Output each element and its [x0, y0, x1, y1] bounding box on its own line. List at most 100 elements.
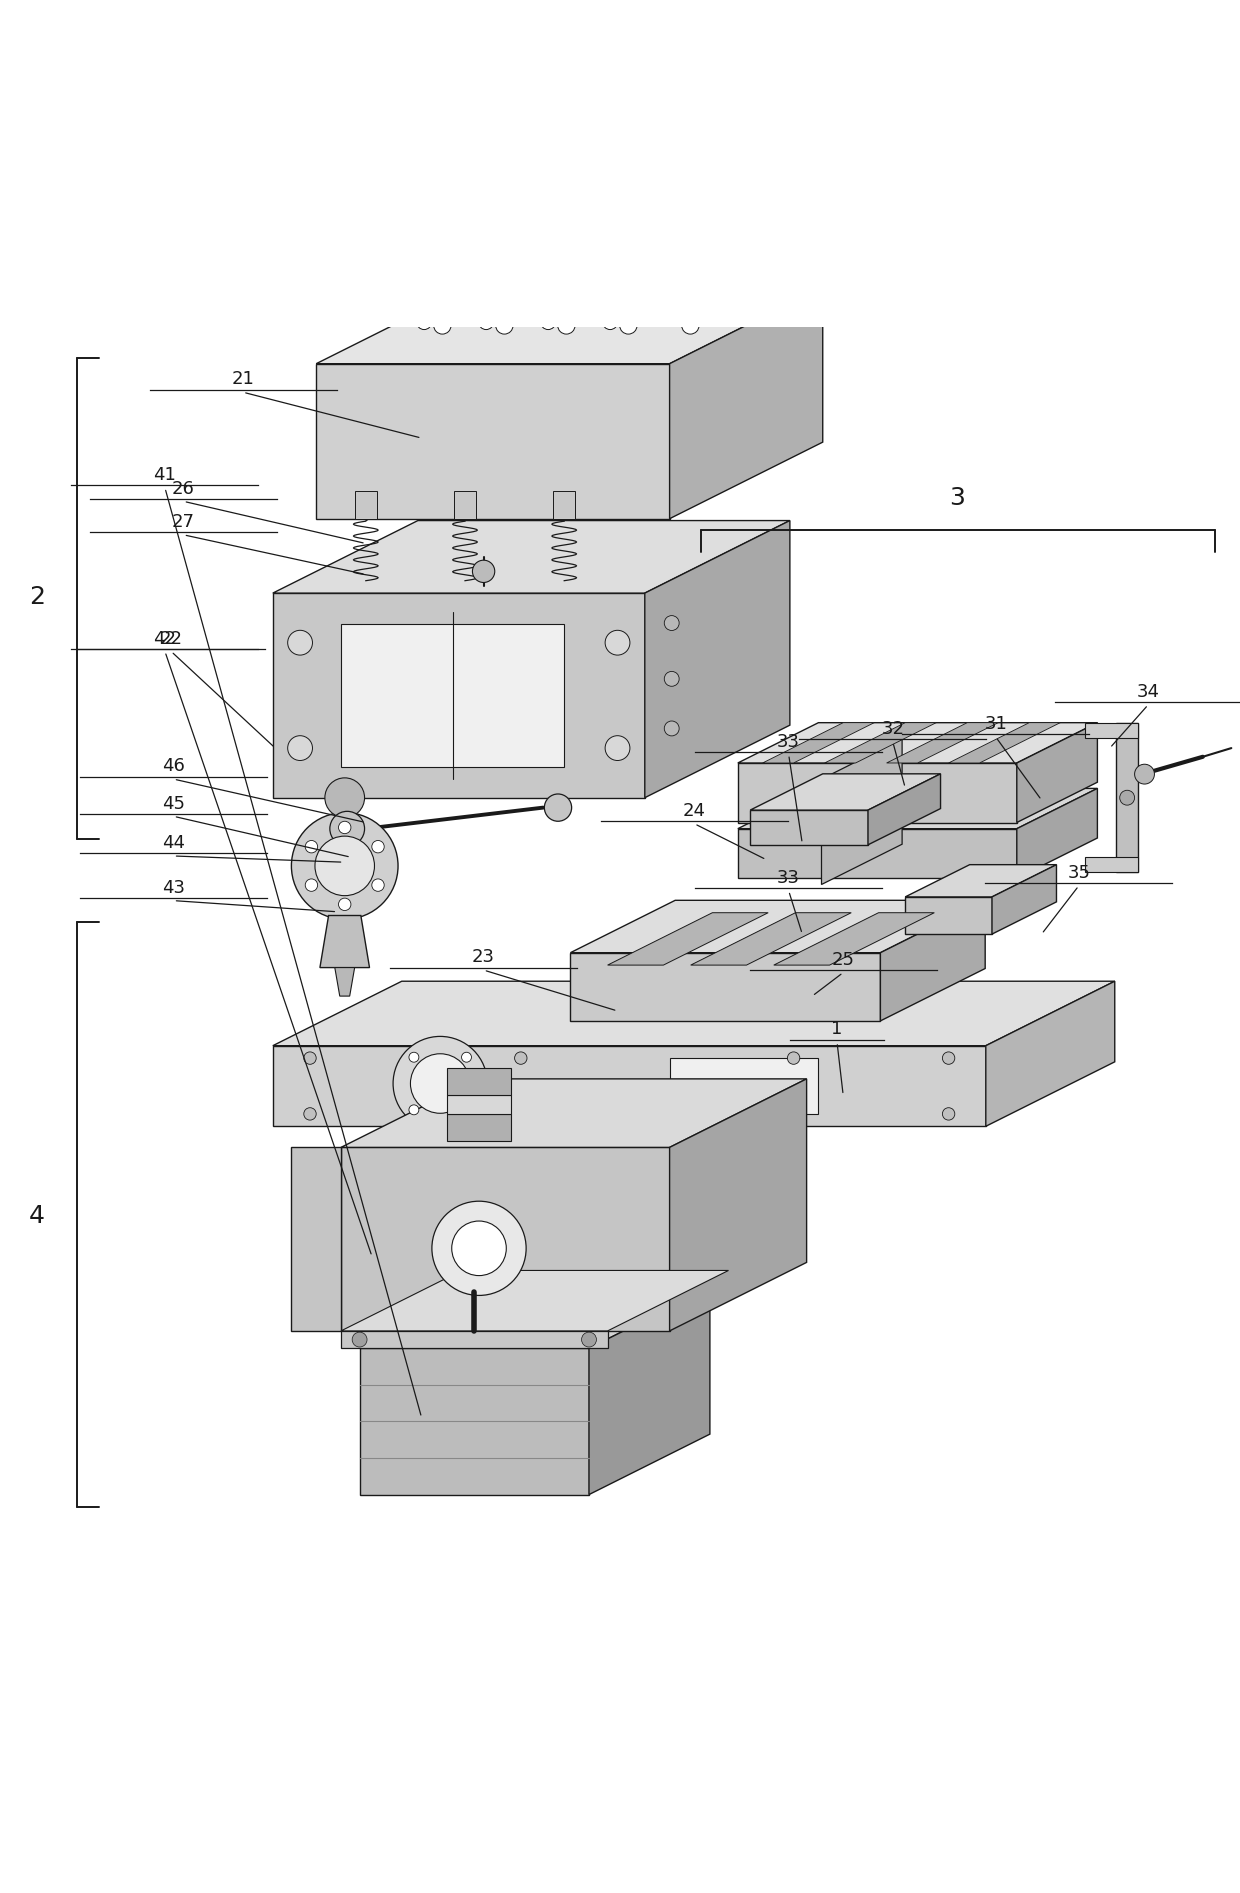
Polygon shape: [454, 492, 476, 519]
Polygon shape: [273, 521, 790, 593]
Circle shape: [544, 793, 572, 822]
Text: 21: 21: [232, 371, 254, 388]
Polygon shape: [750, 774, 940, 810]
Circle shape: [291, 812, 398, 920]
Polygon shape: [355, 492, 377, 519]
Circle shape: [393, 1035, 487, 1130]
Circle shape: [372, 878, 384, 892]
Polygon shape: [949, 723, 1060, 763]
Polygon shape: [905, 897, 992, 933]
Polygon shape: [446, 1068, 511, 1096]
Text: 32: 32: [882, 719, 904, 738]
Circle shape: [558, 316, 575, 333]
Polygon shape: [360, 1287, 709, 1348]
Circle shape: [942, 1107, 955, 1121]
Circle shape: [541, 314, 556, 329]
Polygon shape: [335, 967, 355, 996]
Text: 33: 33: [777, 869, 800, 888]
Circle shape: [479, 314, 494, 329]
Circle shape: [372, 840, 384, 854]
Text: 33: 33: [777, 733, 800, 752]
Polygon shape: [738, 723, 1097, 763]
Polygon shape: [341, 1331, 608, 1348]
Polygon shape: [738, 763, 1017, 822]
Polygon shape: [774, 912, 935, 965]
Circle shape: [605, 630, 630, 655]
Text: 34: 34: [1137, 683, 1159, 700]
Circle shape: [682, 316, 699, 333]
Circle shape: [330, 812, 365, 846]
Polygon shape: [316, 363, 670, 519]
Polygon shape: [570, 952, 880, 1020]
Text: 24: 24: [683, 803, 706, 820]
Polygon shape: [570, 901, 985, 952]
Circle shape: [410, 1054, 470, 1113]
Circle shape: [461, 1053, 471, 1062]
Text: 44: 44: [162, 835, 185, 852]
Circle shape: [352, 1333, 367, 1348]
Polygon shape: [986, 981, 1115, 1126]
Polygon shape: [750, 810, 868, 844]
Text: 22: 22: [160, 630, 182, 647]
Polygon shape: [868, 774, 940, 844]
Polygon shape: [446, 1096, 511, 1113]
Polygon shape: [887, 723, 998, 763]
Polygon shape: [1017, 723, 1097, 822]
Text: 25: 25: [832, 950, 854, 969]
Polygon shape: [905, 865, 1056, 897]
Circle shape: [409, 1053, 419, 1062]
Polygon shape: [589, 1287, 709, 1495]
Polygon shape: [738, 829, 1017, 878]
Circle shape: [582, 1333, 596, 1348]
Polygon shape: [691, 912, 851, 965]
Text: 46: 46: [162, 757, 185, 776]
Polygon shape: [291, 1147, 341, 1331]
Text: 27: 27: [172, 513, 195, 532]
Polygon shape: [670, 1079, 807, 1331]
Text: 42: 42: [154, 630, 176, 647]
Circle shape: [603, 314, 618, 329]
Circle shape: [305, 840, 317, 854]
Text: 3: 3: [950, 487, 965, 509]
Text: 35: 35: [1068, 863, 1090, 882]
Circle shape: [1135, 765, 1154, 784]
Circle shape: [305, 878, 317, 892]
Polygon shape: [320, 916, 370, 967]
Circle shape: [417, 314, 432, 329]
Polygon shape: [341, 1079, 807, 1147]
Polygon shape: [446, 1113, 511, 1141]
Polygon shape: [645, 521, 790, 797]
Polygon shape: [670, 288, 823, 519]
Polygon shape: [341, 625, 564, 767]
Text: 23: 23: [472, 948, 495, 965]
Circle shape: [288, 630, 312, 655]
Polygon shape: [341, 1147, 670, 1331]
Circle shape: [605, 736, 630, 761]
Polygon shape: [1116, 723, 1138, 873]
Circle shape: [461, 1106, 471, 1115]
Polygon shape: [1017, 787, 1097, 878]
Circle shape: [409, 1106, 419, 1115]
Polygon shape: [880, 901, 985, 1020]
Polygon shape: [763, 723, 874, 763]
Polygon shape: [553, 492, 575, 519]
Polygon shape: [1085, 723, 1138, 738]
Polygon shape: [273, 981, 1115, 1045]
Polygon shape: [992, 865, 1056, 933]
Circle shape: [304, 1107, 316, 1121]
Circle shape: [942, 1053, 955, 1064]
Polygon shape: [821, 738, 903, 884]
Circle shape: [1120, 789, 1135, 805]
Circle shape: [432, 1202, 526, 1295]
Circle shape: [787, 1053, 800, 1064]
Text: 31: 31: [985, 716, 1007, 733]
Polygon shape: [608, 912, 769, 965]
Circle shape: [665, 721, 680, 736]
Circle shape: [665, 615, 680, 630]
Text: 41: 41: [154, 466, 176, 485]
Circle shape: [472, 560, 495, 583]
Text: 45: 45: [162, 795, 185, 812]
Polygon shape: [273, 1045, 986, 1126]
Circle shape: [339, 897, 351, 911]
Circle shape: [288, 736, 312, 761]
